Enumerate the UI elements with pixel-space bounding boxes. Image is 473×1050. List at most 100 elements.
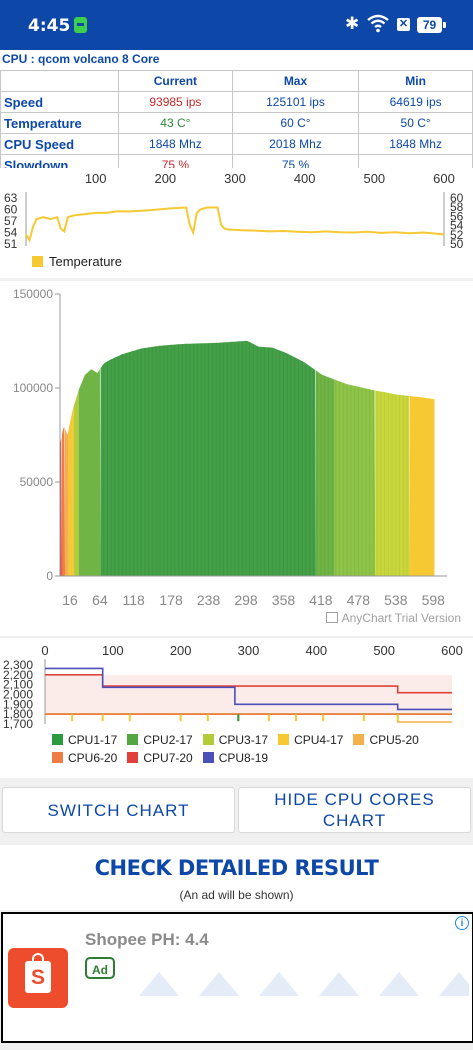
cores-y-tick: 2,300 xyxy=(3,658,33,672)
legend-label: CPU3-17 xyxy=(218,733,269,747)
core-legend-item: CPU6-20 xyxy=(52,751,117,765)
temp-y-tick-right: 54 xyxy=(450,219,464,233)
speed-area-segment xyxy=(100,340,316,576)
temp-current: 43 C° xyxy=(118,112,233,134)
speed-y-tick: 50000 xyxy=(20,475,54,489)
watermark-text: AnyChart Trial Version xyxy=(341,611,461,625)
col-max: Max xyxy=(231,70,360,92)
temp-y-tick-right: 50 xyxy=(450,237,464,251)
cores-y-tick: 2,100 xyxy=(3,678,33,692)
cpuspeed-current: 1848 Mhz xyxy=(118,133,233,155)
app-notification-icon xyxy=(74,17,87,33)
cpuspeed-max: 2018 Mhz xyxy=(231,133,360,155)
status-bar: 4:45 ✱ ✕ 79 xyxy=(0,0,473,50)
speed-area-segment xyxy=(375,390,410,576)
core-series-line xyxy=(45,713,452,723)
temp-y-tick-right: 56 xyxy=(450,209,464,223)
speed-x-tick: 538 xyxy=(384,592,408,608)
core-legend-item: CPU1-17 xyxy=(52,733,117,747)
wifi-icon xyxy=(367,14,389,33)
legend-swatch xyxy=(127,734,139,745)
cores-x-tick: 200 xyxy=(170,643,192,658)
ad-info-icon[interactable]: i xyxy=(455,916,469,930)
speed-chart: 150000 100000 50000 0 16 64 118 178 238 298 358 418… xyxy=(13,287,447,608)
speed-x-tick: 118 xyxy=(122,592,145,608)
speed-y-tick: 0 xyxy=(46,569,53,583)
ad-banner[interactable]: S Shopee PH: 4.4 Ad i xyxy=(1,912,473,1043)
legend-swatch xyxy=(52,734,63,745)
speed-x-tick: 598 xyxy=(422,592,446,608)
core-legend-item: CPU8-19 xyxy=(202,751,269,765)
check-detailed-result-button[interactable]: CHECK DETAILED RESULT xyxy=(94,856,379,880)
stats-table: Current Max Min Speed 93985 ips 125101 i… xyxy=(0,70,473,176)
speed-area-segment xyxy=(78,369,101,576)
stats-row-speed: Speed 93985 ips 125101 ips 64619 ips xyxy=(0,91,473,113)
temp-x-tick: 300 xyxy=(224,171,246,186)
speed-area-segment xyxy=(65,428,69,576)
legend-label: CPU6-20 xyxy=(68,751,118,765)
row-label: Temperature xyxy=(0,112,119,134)
core-series-line xyxy=(45,673,452,694)
legend-swatch xyxy=(278,734,290,745)
battery-level: 79 xyxy=(422,18,437,32)
legend-label: CPU4-17 xyxy=(294,733,344,747)
cpuspeed-min: 1848 Mhz xyxy=(358,133,473,155)
legend-swatch xyxy=(127,752,139,763)
cores-y-tick: 1,800 xyxy=(3,707,33,721)
legend-label: CPU7-20 xyxy=(143,751,193,765)
core-legend-item: CPU2-17 xyxy=(127,733,193,747)
core-legend-item: CPU5-20 xyxy=(353,733,419,747)
speed-y-tick: 150000 xyxy=(13,287,53,301)
status-time: 4:45 xyxy=(28,16,71,36)
legend-swatch xyxy=(32,256,43,267)
hide-cpu-cores-chart-button[interactable]: HIDE CPU CORES CHART xyxy=(238,787,471,833)
temp-y-tick-right: 58 xyxy=(450,200,464,214)
cpu-cores-legend: CPU1-17 CPU2-17 CPU3-17 CPU4-17 CPU5-20 CPU6-… xyxy=(52,733,472,769)
battery-icon: 79 xyxy=(417,17,446,33)
temp-y-tick-left: 60 xyxy=(4,203,18,217)
hide-cores-label-line1: HIDE CPU CORES xyxy=(274,790,435,809)
ad-title: Shopee PH: 4.4 xyxy=(85,930,209,949)
temp-y-tick-right: 52 xyxy=(450,228,464,242)
chart-watermark: AnyChart Trial Version xyxy=(325,611,461,625)
cores-x-tick: 500 xyxy=(373,643,395,658)
speed-x-tick: 64 xyxy=(92,592,108,608)
rating-stars-icon xyxy=(139,972,469,996)
legend-label: CPU8-19 xyxy=(218,751,269,765)
cores-x-tick: 100 xyxy=(102,643,124,658)
temp-x-tick: 100 xyxy=(85,171,107,186)
core-legend-item: CPU3-17 xyxy=(202,733,269,747)
row-label: Speed xyxy=(0,91,119,113)
speed-x-tick: 478 xyxy=(347,592,371,608)
shopee-logo: S xyxy=(8,948,68,1008)
cpu-cores-chart: 0 100 200 300 400 500 6002,3002,2002,1002,0001… xyxy=(3,643,463,731)
stats-row-cpu-speed: CPU Speed 1848 Mhz 2018 Mhz 1848 Mhz xyxy=(0,133,473,155)
stats-row-temperature: Temperature 43 C° 60 C° 50 C° xyxy=(0,112,473,134)
temp-x-tick: 200 xyxy=(154,171,176,186)
core-legend-item: CPU4-17 xyxy=(278,733,343,747)
temp-y-tick-left: 51 xyxy=(4,237,18,251)
cpu-title: CPU : qcom volcano 8 Core xyxy=(2,52,160,66)
cores-x-tick: 300 xyxy=(238,643,260,658)
switch-chart-button[interactable]: SWITCH CHART xyxy=(2,787,235,833)
temp-y-tick-left: 57 xyxy=(4,214,18,228)
col-min: Min xyxy=(358,70,473,92)
cores-band xyxy=(45,674,452,715)
cores-y-tick: 2,200 xyxy=(3,668,33,682)
shopping-bag-icon: S xyxy=(25,953,51,993)
temp-max: 60 C° xyxy=(231,112,360,134)
result-panel xyxy=(0,845,473,910)
speed-area-segment xyxy=(409,396,435,576)
stats-header-blank xyxy=(0,70,119,92)
speed-x-tick: 358 xyxy=(272,592,296,608)
speed-area-segment xyxy=(68,406,74,576)
col-current: Current xyxy=(118,70,233,92)
temp-y-tick-right: 60 xyxy=(450,191,464,205)
hide-cores-label-line2: CHART xyxy=(322,811,387,830)
core-series-line xyxy=(45,667,452,711)
temp-x-tick: 500 xyxy=(363,171,385,186)
switch-chart-label: SWITCH CHART xyxy=(47,800,190,820)
cores-x-tick: 400 xyxy=(305,643,327,658)
legend-swatch xyxy=(353,734,365,745)
